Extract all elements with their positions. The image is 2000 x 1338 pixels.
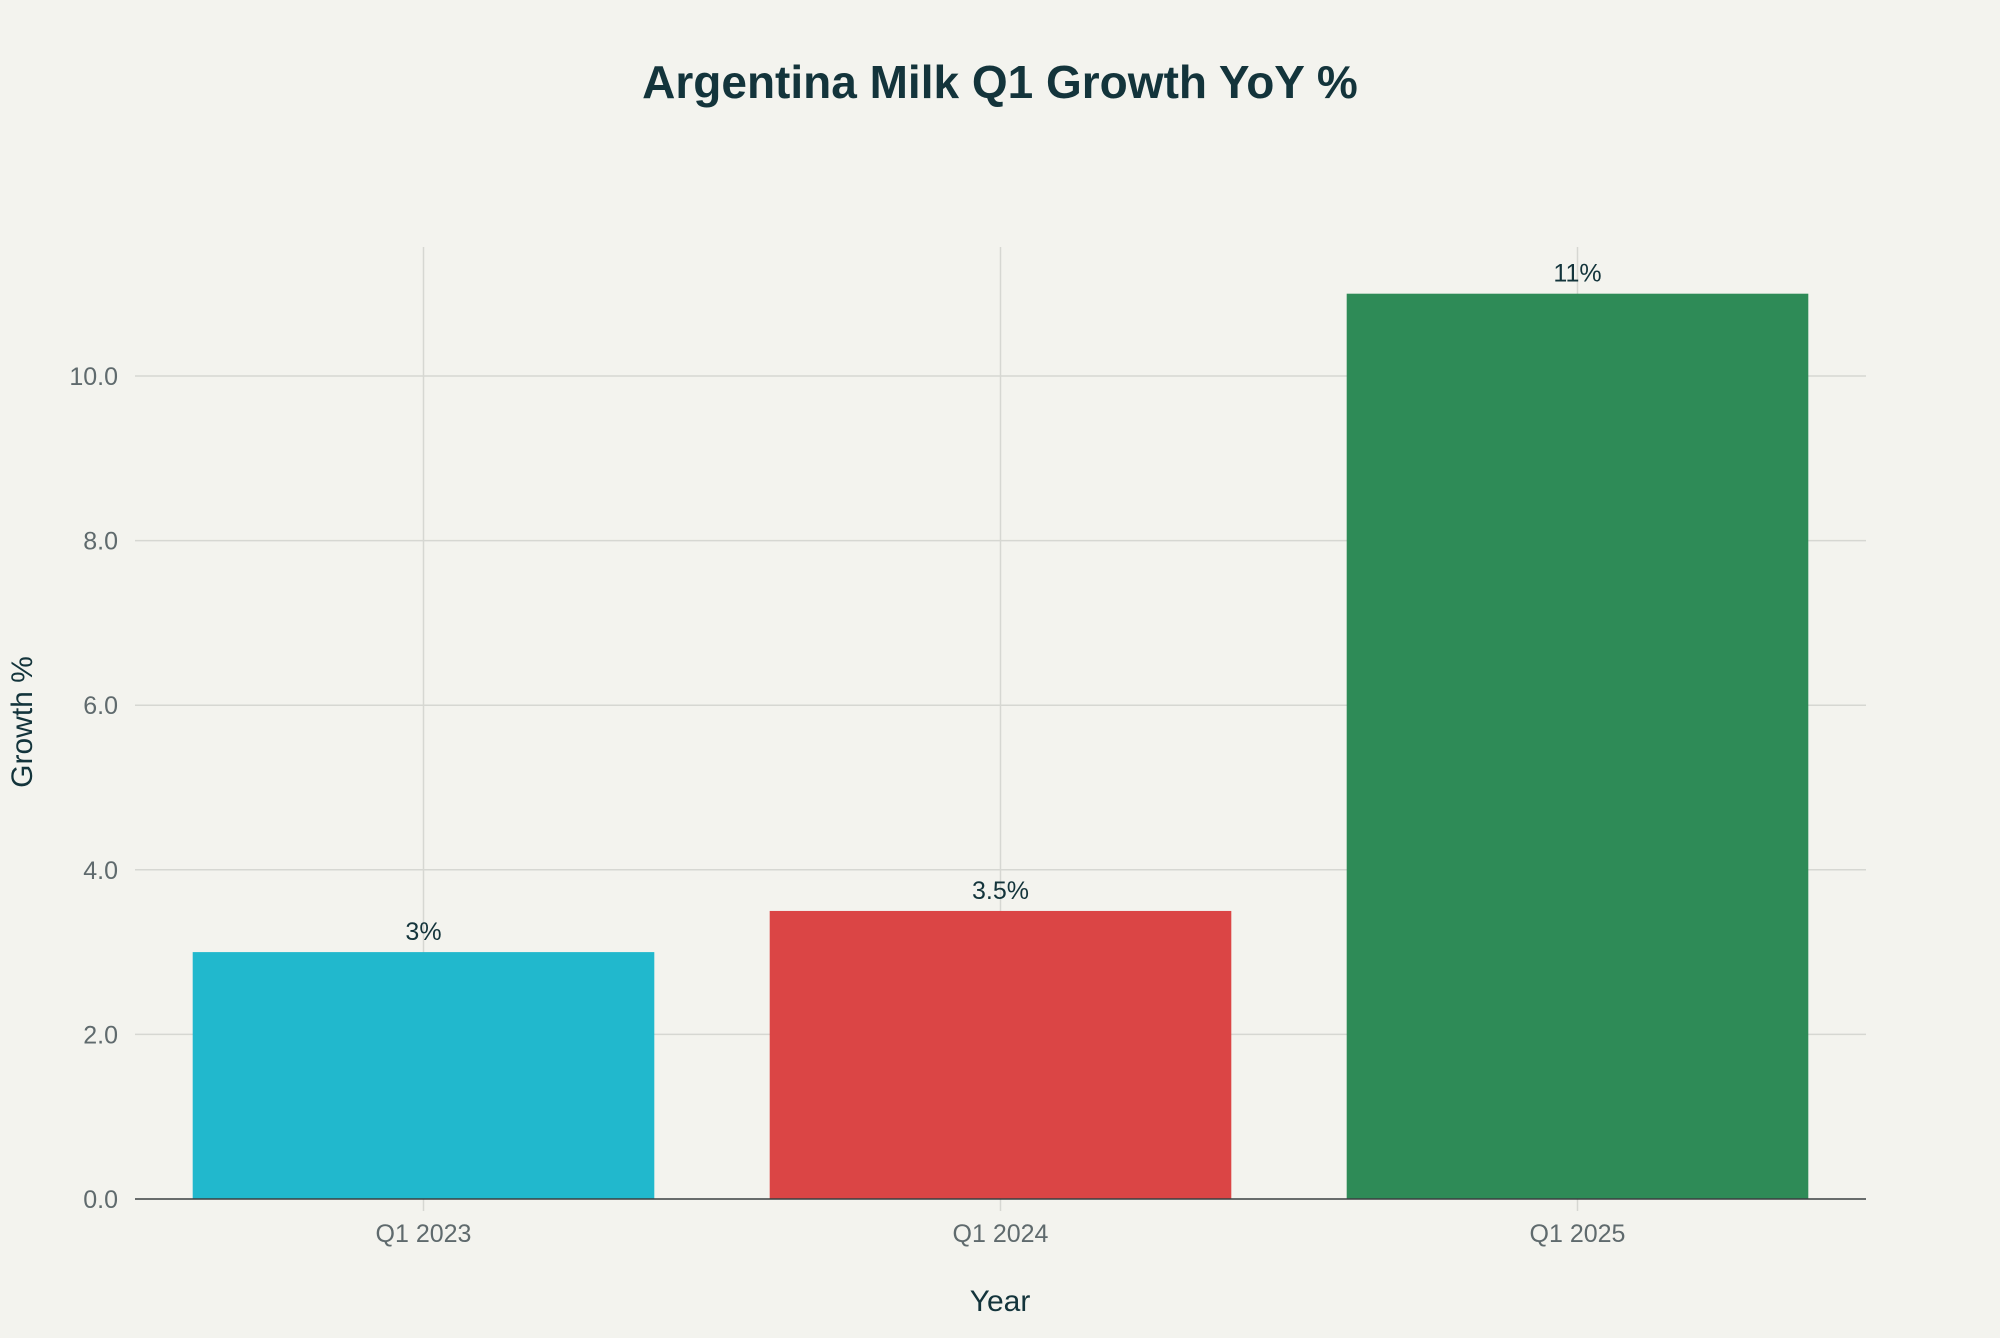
bar <box>769 910 1232 1199</box>
x-tick-label: Q1 2025 <box>1530 1220 1626 1248</box>
y-tick-label: 10.0 <box>69 363 118 391</box>
labels: 0.0 2.0 4.0 6.0 8.0 10.0 3% Q1 2023 3.5% Q1 2024 1… <box>69 260 1625 1248</box>
y-axis-title: Growth % <box>6 656 39 788</box>
y-tick-label: 6.0 <box>83 692 118 720</box>
chart-title: Argentina Milk Q1 Growth YoY % <box>642 56 1358 108</box>
bar-data-label: 11% <box>1553 260 1601 288</box>
bar-data-label: 3% <box>405 918 441 946</box>
x-axis-title: Year <box>970 1285 1031 1318</box>
x-tick-label: Q1 2023 <box>376 1220 472 1248</box>
bar-data-label: 3.5% <box>972 877 1029 905</box>
bar <box>1346 293 1809 1199</box>
bars <box>192 293 1809 1199</box>
bar <box>192 952 655 1199</box>
y-tick-label: 8.0 <box>83 528 118 556</box>
axes <box>135 1198 1866 1211</box>
x-tick-label: Q1 2024 <box>953 1220 1049 1248</box>
y-tick-label: 2.0 <box>83 1021 118 1049</box>
y-tick-label: 4.0 <box>83 857 118 885</box>
y-tick-label: 0.0 <box>83 1186 118 1214</box>
